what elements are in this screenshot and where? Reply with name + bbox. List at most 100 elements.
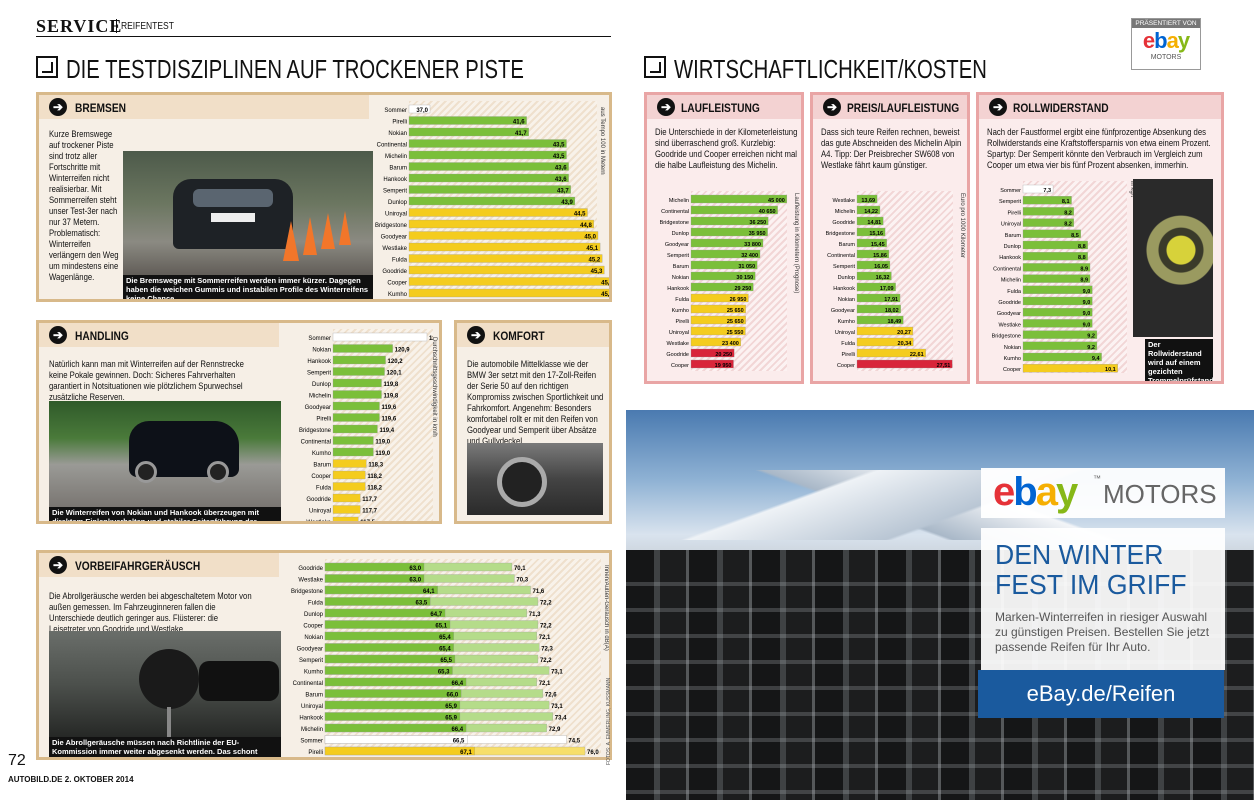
bar-value: 120,2 xyxy=(388,359,404,365)
bar-value-inner: 66,5 xyxy=(453,739,465,745)
bar xyxy=(332,516,359,521)
bar-label: Continental xyxy=(293,681,323,687)
bar xyxy=(690,326,746,336)
ebay-motors-label: MOTORS xyxy=(1103,479,1217,509)
bar xyxy=(856,337,914,347)
bar xyxy=(408,265,605,275)
bremsen-photo xyxy=(123,151,373,281)
rollwiderstand-photo xyxy=(1133,179,1213,337)
bar-value-inner: 65,3 xyxy=(438,670,450,676)
bar-label: Westlake xyxy=(666,341,689,347)
bar-value: 29 250 xyxy=(734,286,751,292)
handling-caption: Die Winterreifen von Nokian und Hankook … xyxy=(49,507,281,521)
bar-value: 25 550 xyxy=(727,330,744,336)
bar-value-outer: 71,6 xyxy=(533,589,545,595)
bar-label: Uniroyal xyxy=(669,330,689,336)
bar xyxy=(332,505,361,514)
bar-value-inner: 65,1 xyxy=(435,624,447,630)
bar-value: 10,1 xyxy=(1105,367,1116,373)
bar-label: Uniroyal xyxy=(301,704,323,710)
bar-label: Continental xyxy=(301,440,331,446)
bar-inner xyxy=(324,700,461,710)
preis-unit: Euro pro 1000 Kilometer xyxy=(959,193,965,259)
ebay-ad[interactable]: ebay ™ MOTORS DEN WINTER FEST IM GRIFF M… xyxy=(626,410,1254,800)
footer-text: AUTOBILD.DE 2. OKTOBER 2014 xyxy=(8,775,134,784)
geraeusch-photo xyxy=(49,631,281,737)
bar-value-outer: 72,1 xyxy=(539,635,551,641)
bar-label: Hankook xyxy=(299,716,324,722)
komfort-text: Die automobile Mittelklasse wie der BMW … xyxy=(467,359,604,446)
bar-inner xyxy=(324,723,467,733)
ad-headline-1: DEN WINTER xyxy=(995,539,1164,570)
bar xyxy=(856,194,878,204)
bar xyxy=(1022,196,1072,205)
bar xyxy=(1022,330,1098,339)
bar-value: 43,9 xyxy=(561,200,573,206)
bar xyxy=(408,219,594,229)
bar-value-inner: 63,5 xyxy=(416,601,428,607)
rollwiderstand-arrow-icon: ➔ xyxy=(989,98,1007,116)
bar-label: Dunlop xyxy=(388,200,408,206)
bar xyxy=(690,216,769,226)
bremsen-box: ➔ BREMSEN Kurze Bremswege auf trockener … xyxy=(36,92,612,302)
bar-label: Westlake xyxy=(306,520,331,524)
bar-value: 9,4 xyxy=(1092,356,1101,362)
komfort-arrow-icon: ➔ xyxy=(467,326,485,344)
bar-label: Semperit xyxy=(667,253,689,259)
bar xyxy=(1022,184,1054,194)
bar xyxy=(856,282,896,292)
bar-label: Cooper xyxy=(387,281,407,287)
bar-inner xyxy=(324,735,468,744)
left-title-arrow-icon xyxy=(36,56,58,83)
bar-value: 45,1 xyxy=(586,246,598,252)
handling-box: ➔ HANDLING Natürlich kann man mit Winter… xyxy=(36,320,442,524)
bar-value-inner: 65,9 xyxy=(445,716,457,722)
bar-label: Hankook xyxy=(999,255,1021,261)
bar xyxy=(408,116,527,125)
bar-label: Sommer xyxy=(300,739,323,745)
bar-label: Pirelli xyxy=(676,319,689,325)
bar-value: 20 250 xyxy=(715,352,732,358)
handling-title: HANDLING xyxy=(75,329,129,343)
bar-value: 43,6 xyxy=(555,166,567,172)
bar xyxy=(1022,296,1093,306)
bar-label: Pirelli xyxy=(1008,210,1021,216)
bar-label: Hankook xyxy=(667,286,689,292)
header-divider xyxy=(116,19,117,33)
bar-value: 43,5 xyxy=(553,154,565,160)
bar-value: 45,3 xyxy=(591,269,603,275)
bar-value: 9,0 xyxy=(1083,300,1091,306)
bar-value: 15,16 xyxy=(869,231,883,237)
bar-label: Westlake xyxy=(298,578,323,584)
bar xyxy=(332,390,382,399)
bar-label: Dunlop xyxy=(672,231,689,237)
handling-arrow-icon: ➔ xyxy=(49,326,67,344)
bar-label: Nokian xyxy=(388,131,407,137)
bar xyxy=(690,348,735,358)
bar-value: 31 050 xyxy=(738,264,755,270)
bar-value-inner: 66,4 xyxy=(451,727,463,733)
bar xyxy=(1022,352,1102,362)
bar-label: Dunlop xyxy=(1004,244,1021,250)
bar-label: Goodride xyxy=(998,300,1021,306)
bar-value: 22,61 xyxy=(910,352,924,358)
bar xyxy=(856,359,953,369)
bar xyxy=(856,326,914,336)
bar-value: 25 650 xyxy=(727,319,744,325)
bar-value-outer: 73,1 xyxy=(551,670,563,676)
bar xyxy=(690,282,754,292)
bar-value: 9,0 xyxy=(1083,311,1091,317)
bar xyxy=(332,424,378,434)
bar-value-inner: 66,4 xyxy=(451,681,463,687)
bar xyxy=(332,378,382,388)
ad-cta-button[interactable]: eBay.de/Reifen xyxy=(978,670,1224,718)
bar-value: 45,8 xyxy=(601,281,609,287)
bar xyxy=(856,249,890,259)
bar-value-inner: 65,5 xyxy=(440,658,452,664)
bar-label: Nokian xyxy=(838,297,855,303)
bar-value: 118,3 xyxy=(368,463,383,469)
presented-by-box: PRÄSENTIERT VON ebay MOTORS xyxy=(1131,18,1201,70)
bar xyxy=(1022,240,1088,250)
bar-label: Kumho xyxy=(312,451,332,457)
bar xyxy=(1022,207,1074,216)
